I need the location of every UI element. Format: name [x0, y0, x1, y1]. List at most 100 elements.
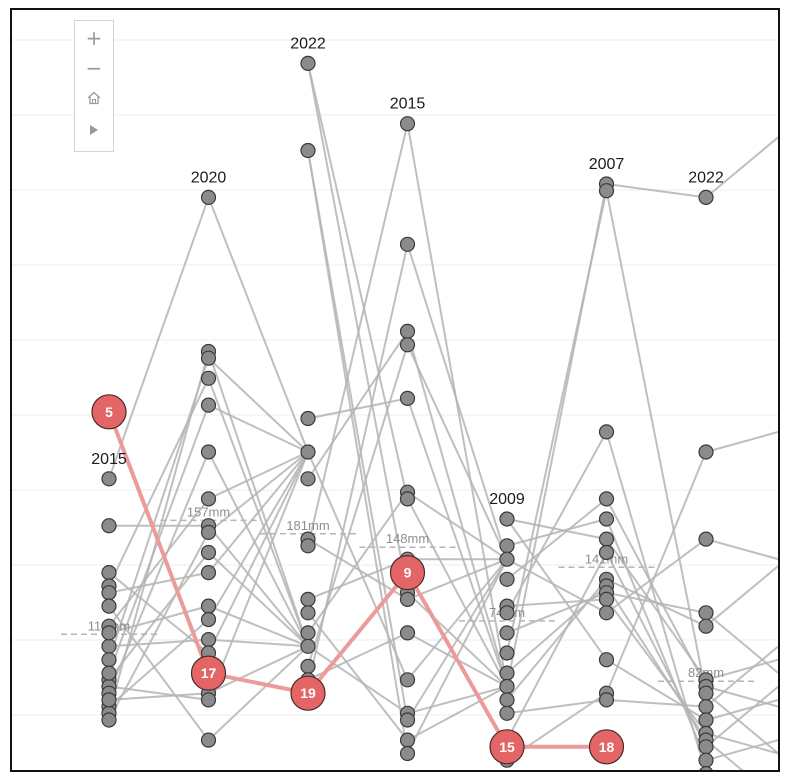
connector-line: [506, 183, 608, 687]
connector-line: [705, 565, 778, 627]
connector-line: [307, 645, 409, 715]
data-point: [300, 142, 316, 159]
zoom-controls: + −: [74, 20, 114, 152]
year-label: 2022: [688, 169, 724, 186]
data-point: [499, 665, 515, 681]
highlight-point: [290, 675, 326, 711]
year-label: 2009: [489, 491, 525, 508]
connector-line: [307, 538, 409, 601]
data-point: [200, 564, 217, 581]
connector-line: [506, 518, 608, 661]
data-point: [300, 638, 316, 654]
connector-line: [406, 558, 508, 681]
connector-line: [207, 451, 309, 647]
highlight-point: [389, 554, 426, 591]
year-label: 2015: [91, 451, 127, 468]
connector-line: [108, 571, 209, 594]
data-point: [399, 712, 416, 728]
data-point: [399, 672, 416, 688]
connector-line: [406, 498, 508, 687]
connector-line: [606, 591, 707, 614]
year-label: 2020: [191, 169, 227, 186]
connector-line: [705, 739, 744, 770]
data-point: [300, 658, 316, 675]
connector-line: [207, 351, 309, 647]
connector-line: [207, 451, 309, 701]
data-point: [101, 585, 117, 601]
connector-line: [108, 571, 210, 654]
connector-line: [207, 525, 309, 647]
data-point: [598, 491, 615, 507]
data-point: [300, 591, 316, 608]
highlight-label: 19: [300, 685, 316, 701]
connector-line: [506, 558, 607, 614]
connector-line: [108, 531, 210, 721]
connector-line: [108, 551, 210, 681]
connector-line: [108, 197, 210, 480]
median-label: 157mm: [187, 504, 230, 519]
data-point: [200, 350, 217, 366]
year-label: 2022: [290, 35, 326, 52]
highlight-label: 5: [105, 404, 113, 420]
data-point: [101, 625, 117, 641]
connector-line: [705, 739, 778, 762]
data-point: [499, 705, 515, 721]
bump-chart: 118mm157mm181mm148mm74mm141mm82mm2015202…: [12, 35, 778, 770]
zoom-in-icon[interactable]: +: [85, 26, 103, 50]
median-label: 148mm: [386, 531, 429, 546]
data-point: [200, 189, 217, 205]
home-icon-glyph: [87, 91, 101, 105]
highlight-point: [91, 394, 127, 430]
connector-line: [406, 398, 508, 687]
data-point: [699, 766, 713, 770]
connector-line: [605, 451, 707, 694]
play-icon[interactable]: [75, 117, 113, 143]
data-point: [300, 605, 316, 621]
data-point: [499, 511, 515, 527]
connector-line: [406, 491, 508, 561]
data-point: [399, 390, 416, 406]
connector-line: [108, 351, 210, 714]
connector-line: [606, 698, 707, 708]
connector-line: [307, 150, 409, 754]
connector-line: [407, 685, 508, 715]
data-point: [399, 745, 416, 762]
connector-line: [207, 551, 309, 648]
connector-line: [207, 451, 309, 534]
data-point: [499, 605, 515, 621]
connector-line: [307, 63, 409, 500]
data-point: [101, 652, 117, 668]
data-point: [200, 444, 217, 460]
data-point: [200, 491, 217, 507]
data-point: [698, 698, 714, 715]
highlight-label: 17: [201, 665, 217, 681]
data-point: [399, 323, 416, 339]
data-point: [200, 611, 217, 628]
home-icon[interactable]: [75, 85, 113, 111]
connector-line: [407, 558, 508, 601]
data-point: [399, 236, 416, 252]
data-point: [300, 471, 316, 487]
data-point: [698, 739, 714, 755]
connector-line: [705, 658, 778, 681]
year-label: 2007: [589, 156, 625, 173]
data-point: [698, 712, 714, 728]
connector-line: [207, 451, 309, 574]
data-point: [200, 631, 217, 648]
data-point: [300, 625, 316, 641]
data-point: [598, 531, 615, 547]
data-point: [698, 752, 714, 768]
zoom-out-icon[interactable]: −: [85, 56, 103, 80]
connector-line: [307, 63, 409, 593]
connector-line: [705, 645, 778, 708]
data-point: [499, 645, 515, 661]
connector-line: [108, 605, 209, 634]
connector-line: [406, 331, 508, 687]
data-point: [598, 605, 615, 621]
connector-line: [506, 578, 608, 701]
connector-line: [208, 638, 309, 648]
connector-line: [506, 518, 607, 547]
connector-line: [307, 558, 408, 601]
data-point: [598, 544, 615, 561]
connector-line: [207, 357, 309, 453]
